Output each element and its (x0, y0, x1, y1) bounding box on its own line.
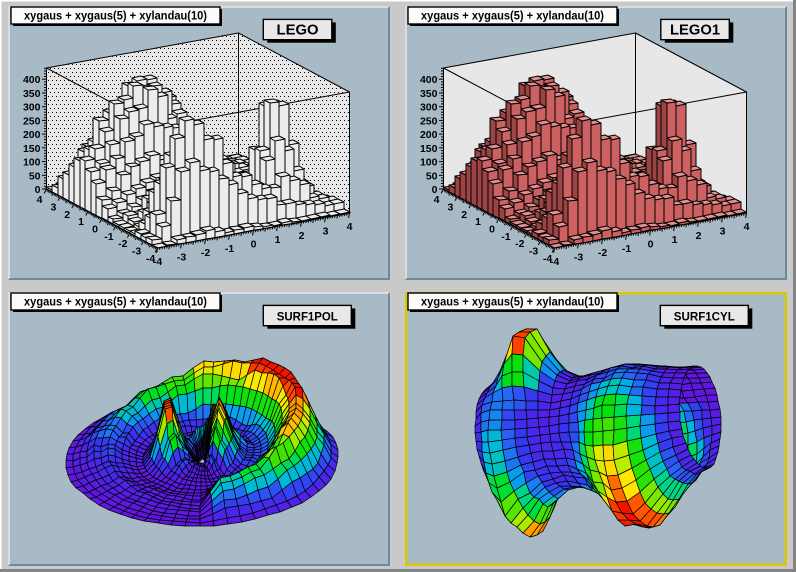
svg-text:xygaus + xygaus(5) + xylandau(: xygaus + xygaus(5) + xylandau(10) (421, 295, 604, 309)
svg-text:LEGO: LEGO (277, 22, 319, 38)
svg-text:100: 100 (420, 157, 438, 169)
svg-text:4: 4 (347, 221, 353, 233)
svg-text:200: 200 (23, 129, 41, 141)
svg-text:400: 400 (23, 74, 41, 86)
svg-text:SURF1POL: SURF1POL (277, 309, 339, 323)
svg-text:150: 150 (23, 143, 41, 155)
svg-text:0: 0 (432, 184, 438, 196)
svg-text:-2: -2 (598, 247, 607, 259)
svg-text:4: 4 (434, 194, 440, 206)
svg-text:SURF1CYL: SURF1CYL (674, 309, 736, 323)
svg-text:-4: -4 (543, 253, 552, 265)
svg-text:-3: -3 (177, 252, 186, 264)
svg-text:150: 150 (420, 143, 438, 155)
svg-text:2: 2 (64, 209, 70, 221)
svg-text:3: 3 (720, 225, 726, 237)
svg-text:200: 200 (420, 129, 438, 141)
svg-text:LEGO1: LEGO1 (670, 22, 720, 38)
svg-text:1: 1 (78, 216, 84, 228)
svg-text:1: 1 (475, 216, 481, 228)
svg-text:1: 1 (672, 234, 678, 246)
svg-text:3: 3 (50, 201, 56, 213)
svg-text:-3: -3 (132, 246, 141, 258)
svg-text:1: 1 (275, 234, 281, 246)
svg-text:2: 2 (461, 209, 467, 221)
svg-text:-2: -2 (515, 238, 524, 250)
svg-text:0: 0 (648, 239, 654, 251)
svg-text:350: 350 (420, 88, 438, 100)
svg-text:250: 250 (23, 115, 41, 127)
svg-text:50: 50 (426, 170, 438, 182)
svg-text:100: 100 (23, 157, 41, 169)
svg-text:300: 300 (23, 102, 41, 114)
svg-text:250: 250 (420, 115, 438, 127)
svg-text:-4: -4 (146, 253, 155, 265)
svg-text:4: 4 (744, 221, 750, 233)
svg-text:-4: -4 (153, 256, 162, 268)
svg-text:400: 400 (420, 74, 438, 86)
svg-text:300: 300 (420, 102, 438, 114)
svg-text:3: 3 (447, 201, 453, 213)
svg-text:4: 4 (37, 194, 43, 206)
svg-text:-3: -3 (574, 252, 583, 264)
svg-text:-3: -3 (529, 246, 538, 258)
svg-text:-1: -1 (104, 231, 113, 243)
svg-text:-1: -1 (501, 231, 510, 243)
svg-text:2: 2 (696, 230, 702, 242)
svg-text:0: 0 (35, 184, 41, 196)
svg-text:xygaus + xygaus(5) + xylandau(: xygaus + xygaus(5) + xylandau(10) (421, 9, 604, 23)
svg-text:-2: -2 (118, 238, 127, 250)
svg-text:3: 3 (323, 225, 329, 237)
svg-text:0: 0 (251, 239, 257, 251)
svg-text:-1: -1 (225, 243, 234, 255)
svg-text:0: 0 (92, 224, 98, 236)
svg-text:xygaus + xygaus(5) + xylandau(: xygaus + xygaus(5) + xylandau(10) (24, 9, 207, 23)
svg-text:-2: -2 (201, 247, 210, 259)
svg-text:350: 350 (23, 88, 41, 100)
svg-text:-4: -4 (550, 256, 559, 268)
svg-text:xygaus + xygaus(5) + xylandau(: xygaus + xygaus(5) + xylandau(10) (24, 295, 207, 309)
svg-text:2: 2 (299, 230, 305, 242)
svg-text:50: 50 (29, 170, 41, 182)
svg-text:-1: -1 (622, 243, 631, 255)
svg-text:0: 0 (489, 224, 495, 236)
